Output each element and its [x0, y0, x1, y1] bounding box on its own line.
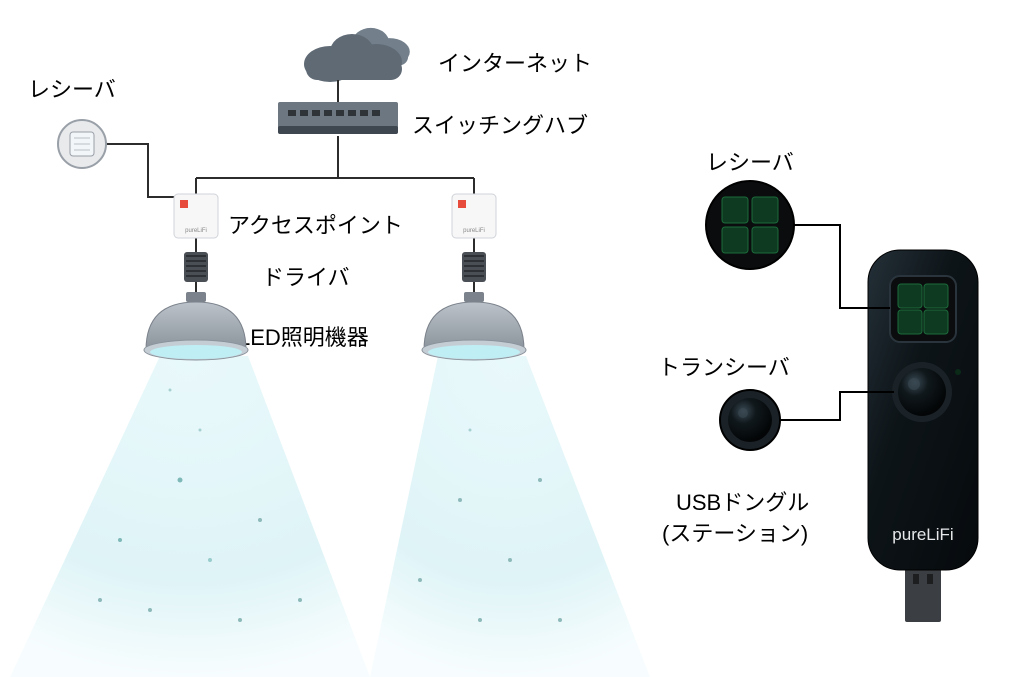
switching-hub-icon — [278, 102, 398, 134]
usb-dongle-icon: pureLiFi — [868, 250, 978, 622]
light-beam-right — [370, 356, 650, 677]
svg-text:pureLiFi: pureLiFi — [463, 228, 485, 234]
diagram-svg: pureLiFi pureLiFi — [0, 0, 1016, 677]
driver-left-icon — [184, 252, 208, 282]
led-lamp-left-icon — [144, 292, 248, 360]
callout-receiver — [706, 181, 890, 308]
wall-receiver-icon — [58, 120, 106, 168]
purelifi-brand-text: pureLiFi — [892, 525, 953, 544]
cloud-icon — [304, 28, 410, 82]
access-point-left-icon: pureLiFi — [174, 194, 218, 238]
access-point-right-icon: pureLiFi — [452, 194, 496, 238]
diagram-canvas: レシーバ インターネット スイッチングハブ アクセスポイント ドライバ LED照… — [0, 0, 1016, 677]
svg-text:pureLiFi: pureLiFi — [185, 228, 207, 234]
light-beam-left — [10, 356, 370, 677]
led-lamp-right-icon — [422, 292, 526, 360]
driver-right-icon — [462, 252, 486, 282]
